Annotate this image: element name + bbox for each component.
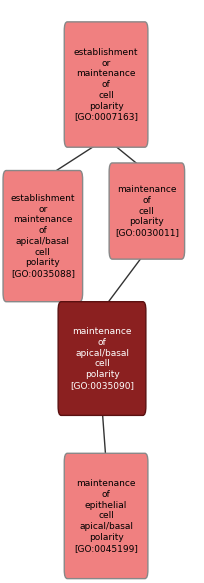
FancyBboxPatch shape bbox=[58, 302, 146, 415]
Text: establishment
or
maintenance
of
cell
polarity
[GO:0007163]: establishment or maintenance of cell pol… bbox=[74, 48, 138, 121]
FancyBboxPatch shape bbox=[64, 454, 148, 578]
FancyBboxPatch shape bbox=[109, 163, 185, 259]
FancyBboxPatch shape bbox=[3, 171, 83, 302]
Text: maintenance
of
apical/basal
cell
polarity
[GO:0035090]: maintenance of apical/basal cell polarit… bbox=[70, 327, 134, 390]
FancyBboxPatch shape bbox=[64, 22, 148, 147]
Text: maintenance
of
epithelial
cell
apical/basal
polarity
[GO:0045199]: maintenance of epithelial cell apical/ba… bbox=[74, 479, 138, 553]
Text: establishment
or
maintenance
of
apical/basal
cell
polarity
[GO:0035088]: establishment or maintenance of apical/b… bbox=[11, 194, 75, 278]
Text: maintenance
of
cell
polarity
[GO:0030011]: maintenance of cell polarity [GO:0030011… bbox=[115, 185, 179, 237]
